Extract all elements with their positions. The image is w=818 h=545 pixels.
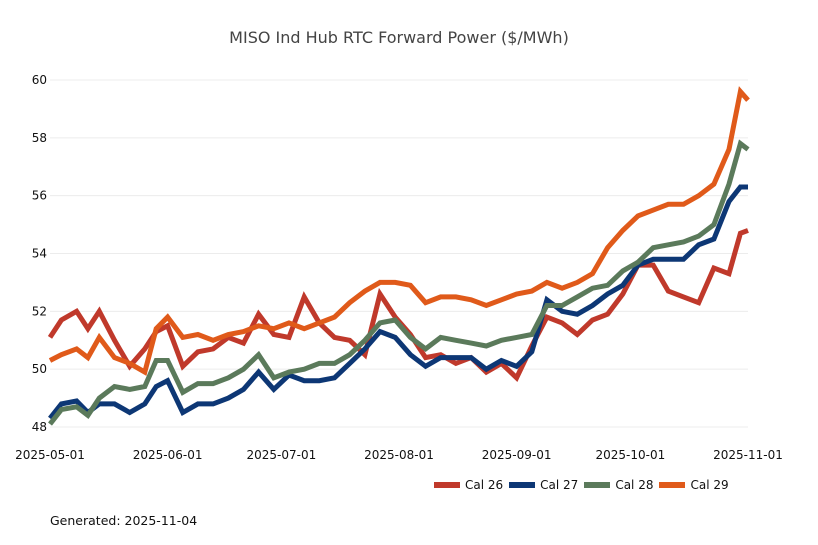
legend-swatch-cal-29 [659, 482, 686, 488]
y-tick-label: 58 [32, 131, 47, 145]
x-tick-label: 2025-05-01 [15, 448, 85, 462]
y-tick-label: 48 [32, 420, 47, 434]
legend-swatch-cal-27 [509, 482, 536, 488]
y-tick-label: 60 [32, 73, 47, 87]
y-tick-label: 50 [32, 362, 47, 376]
x-tick-label: 2025-09-01 [482, 448, 552, 462]
series-lines [47, 86, 750, 426]
series-line-cal-29 [48, 86, 750, 376]
y-tick-label: 54 [32, 247, 47, 261]
y-tick-label: 52 [32, 304, 47, 318]
legend: Cal 26 Cal 27 Cal 28 Cal 29 [434, 478, 735, 492]
grid-lines [50, 79, 748, 428]
legend-swatch-cal-28 [584, 482, 611, 488]
series-line-cal-26 [47, 228, 749, 382]
legend-item-cal-28[interactable]: Cal 28 [584, 478, 653, 492]
legend-label: Cal 29 [690, 478, 729, 492]
chart-title: MISO Ind Hub RTC Forward Power ($/MWh) [229, 28, 569, 47]
y-axis-ticks: 48 50 52 54 56 58 60 [32, 73, 47, 434]
legend-item-cal-26[interactable]: Cal 26 [434, 478, 503, 492]
y-tick-label: 56 [32, 189, 47, 203]
legend-label: Cal 28 [615, 478, 654, 492]
legend-item-cal-29[interactable]: Cal 29 [659, 478, 729, 492]
generated-timestamp: Generated: 2025-11-04 [50, 513, 198, 528]
legend-label: Cal 27 [540, 478, 579, 492]
x-tick-label: 2025-11-01 [713, 448, 783, 462]
x-axis-ticks: 2025-05-01 2025-06-01 2025-07-01 2025-08-01… [15, 448, 783, 462]
series-line-cal-27 [48, 184, 748, 420]
x-tick-label: 2025-08-01 [364, 448, 434, 462]
legend-swatch-cal-26 [434, 482, 460, 488]
legend-item-cal-27[interactable]: Cal 27 [509, 478, 578, 492]
x-tick-label: 2025-06-01 [133, 448, 203, 462]
x-tick-label: 2025-10-01 [596, 448, 666, 462]
x-tick-label: 2025-07-01 [247, 448, 317, 462]
series-line-cal-28 [48, 139, 750, 426]
legend-label: Cal 26 [465, 478, 504, 492]
